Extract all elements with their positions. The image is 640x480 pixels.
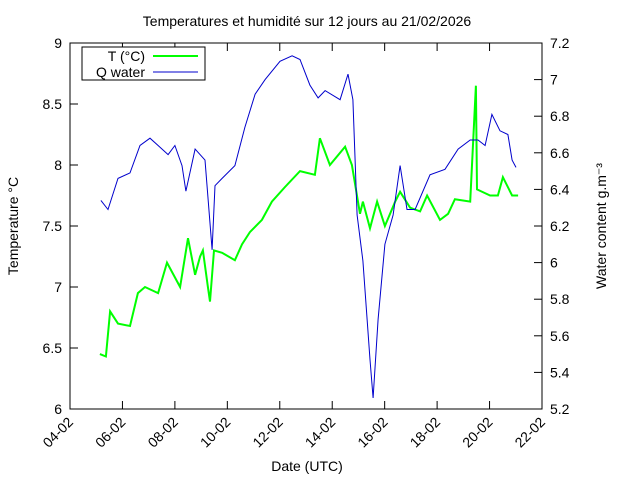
y-tick-label: 6.5 <box>43 340 63 356</box>
x-axis-label: Date (UTC) <box>271 458 343 474</box>
y2-tick-label: 6.8 <box>550 108 570 124</box>
y-tick-label: 8.5 <box>43 96 63 112</box>
chart-title: Temperatures et humidité sur 12 jours au… <box>143 13 472 29</box>
y2-tick-label: 7.2 <box>550 35 570 51</box>
y-tick-label: 9 <box>54 35 62 51</box>
y-axis-label: Temperature °C <box>5 177 21 275</box>
y2-tick-label: 5.4 <box>550 364 570 380</box>
y-tick-label: 6 <box>54 401 62 417</box>
legend-label: T (°C) <box>108 48 145 64</box>
y2-tick-label: 6.2 <box>550 218 570 234</box>
y2-tick-label: 5.8 <box>550 291 570 307</box>
y2-tick-label: 6.6 <box>550 145 570 161</box>
y2-tick-label: 7 <box>550 72 558 88</box>
y-tick-label: 7 <box>54 279 62 295</box>
series-line <box>99 85 519 358</box>
y2-axis-label: Water content g.m⁻³ <box>593 163 609 289</box>
y2-tick-label: 5.2 <box>550 401 570 417</box>
series-line <box>100 55 517 399</box>
y2-tick-label: 6.4 <box>550 181 570 197</box>
y-tick-label: 8 <box>54 157 62 173</box>
legend-box <box>81 46 206 81</box>
y-tick-label: 7.5 <box>43 218 63 234</box>
y2-tick-label: 6 <box>550 255 558 271</box>
legend-label: Q water <box>96 64 145 80</box>
y2-tick-label: 5.6 <box>550 328 570 344</box>
